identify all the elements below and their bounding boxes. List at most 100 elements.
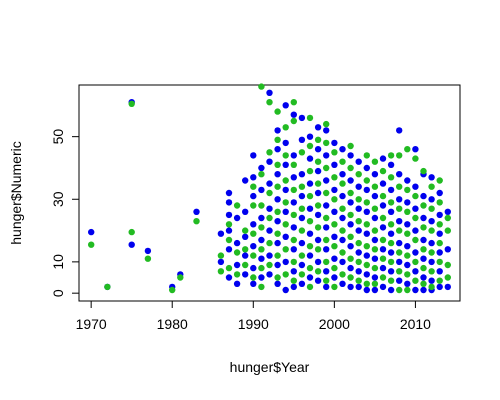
data-point <box>298 280 306 287</box>
data-point <box>436 177 443 184</box>
data-point <box>355 268 362 275</box>
data-point <box>282 139 289 147</box>
x-tick-label: 1990 <box>238 316 269 332</box>
data-point <box>379 202 387 209</box>
data-point <box>258 83 265 90</box>
data-point <box>233 239 241 247</box>
data-point <box>233 249 241 256</box>
data-point <box>339 171 346 178</box>
data-point <box>428 196 435 203</box>
data-point <box>339 180 346 187</box>
data-point <box>404 146 411 153</box>
data-point <box>290 283 297 291</box>
data-point <box>444 274 451 281</box>
y-tick-label: 10 <box>50 254 66 270</box>
data-point <box>379 255 387 262</box>
data-point <box>242 227 249 234</box>
data-point <box>144 255 152 262</box>
data-point <box>412 192 419 200</box>
data-point <box>306 274 314 281</box>
data-point <box>404 221 411 228</box>
data-point <box>266 214 273 222</box>
data-point <box>282 124 289 131</box>
data-point <box>266 261 273 269</box>
data-point <box>355 277 362 284</box>
data-point <box>379 283 387 291</box>
data-point <box>412 258 419 266</box>
data-point <box>347 255 354 262</box>
data-point <box>323 246 330 253</box>
data-point <box>420 202 427 209</box>
data-point <box>274 252 281 259</box>
data-point <box>339 258 346 266</box>
data-point <box>436 199 443 206</box>
data-point <box>339 227 346 234</box>
data-point <box>323 277 330 284</box>
data-point <box>282 102 289 109</box>
data-point <box>290 258 297 266</box>
data-point <box>323 120 330 128</box>
data-point <box>266 227 273 234</box>
data-point <box>420 286 427 294</box>
data-point <box>242 233 249 240</box>
data-point <box>298 239 306 247</box>
data-point <box>250 230 257 237</box>
data-point <box>258 264 265 272</box>
data-point <box>298 261 306 269</box>
data-point <box>444 246 451 253</box>
data-point <box>314 202 322 209</box>
data-point <box>225 199 233 206</box>
data-point <box>282 246 289 253</box>
data-point <box>274 218 281 225</box>
data-point <box>306 167 314 175</box>
data-point <box>379 180 387 187</box>
data-point <box>387 258 395 266</box>
data-point <box>444 214 451 222</box>
data-point <box>347 177 354 184</box>
data-point <box>323 258 330 266</box>
data-point <box>266 189 273 197</box>
data-point <box>387 152 395 159</box>
data-point <box>420 264 427 272</box>
x-tick-label: 2000 <box>319 316 350 332</box>
data-point <box>274 196 281 203</box>
data-point <box>363 199 370 206</box>
data-point <box>177 274 184 281</box>
data-point <box>290 186 297 194</box>
data-point <box>428 249 435 256</box>
data-point <box>444 208 451 215</box>
data-point <box>387 230 395 237</box>
data-point <box>217 268 225 275</box>
data-point <box>379 214 387 222</box>
data-point <box>412 155 419 162</box>
data-point <box>363 221 370 228</box>
data-point <box>331 186 338 194</box>
data-point <box>436 277 443 284</box>
data-point <box>250 183 257 190</box>
data-point <box>266 99 273 106</box>
data-point <box>396 218 403 225</box>
data-point <box>323 236 330 244</box>
data-point <box>331 139 338 147</box>
data-point <box>404 199 411 206</box>
data-point <box>233 271 241 278</box>
data-point <box>88 241 95 248</box>
data-point <box>396 196 403 203</box>
data-point <box>298 149 306 156</box>
data-point <box>339 214 346 222</box>
data-point <box>387 221 395 228</box>
data-point <box>258 164 265 172</box>
data-point <box>339 271 346 278</box>
data-point <box>412 277 419 284</box>
data-point <box>323 152 330 159</box>
data-point <box>298 214 306 222</box>
data-point <box>250 280 257 287</box>
data-point <box>282 199 289 206</box>
data-point <box>290 117 297 125</box>
data-point <box>266 149 273 156</box>
data-point <box>217 258 225 266</box>
data-point <box>331 174 338 181</box>
data-point <box>371 205 379 212</box>
data-point <box>314 246 322 253</box>
